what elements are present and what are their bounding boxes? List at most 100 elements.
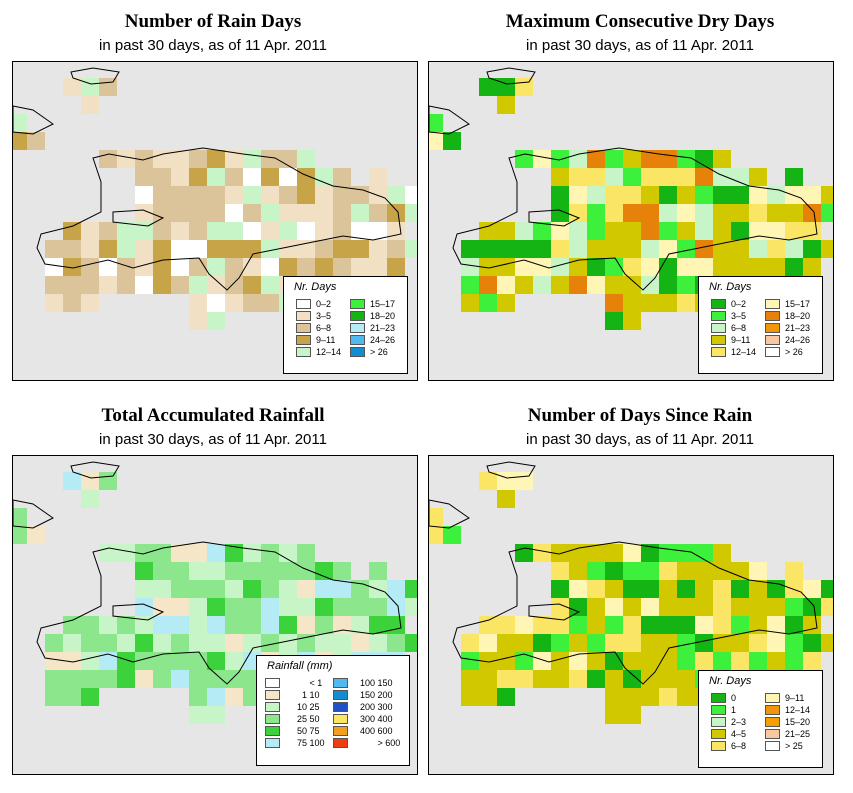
grid-cell <box>117 634 135 652</box>
grid-cell <box>333 258 351 276</box>
grid-cell <box>479 688 497 706</box>
grid-cell <box>387 580 405 598</box>
grid-cell <box>153 222 171 240</box>
grid-cell <box>551 562 569 580</box>
grid-cell <box>803 652 821 670</box>
grid-cell <box>243 276 261 294</box>
grid-cell <box>135 562 153 580</box>
legend-item: > 25 <box>765 740 803 751</box>
grid-cell <box>731 616 749 634</box>
grid-cell <box>749 616 767 634</box>
grid-cell <box>623 294 641 312</box>
grid-cell <box>117 670 135 688</box>
grid-cell <box>315 204 333 222</box>
grid-cell <box>515 652 533 670</box>
grid-cell <box>605 222 623 240</box>
grid-cell <box>623 706 641 724</box>
grid-cell <box>479 222 497 240</box>
grid-cell <box>27 526 45 544</box>
grid-cell <box>189 276 207 294</box>
grid-cell <box>207 204 225 222</box>
grid-cell <box>803 598 821 616</box>
grid-cell <box>81 276 99 294</box>
grid-cell <box>279 634 297 652</box>
grid-cell <box>677 598 695 616</box>
grid-cell <box>135 276 153 294</box>
grid-cell <box>461 652 479 670</box>
grid-cell <box>405 580 417 598</box>
grid-cell <box>605 276 623 294</box>
grid-cell <box>749 598 767 616</box>
grid-cell <box>135 670 153 688</box>
grid-cell <box>315 580 333 598</box>
grid-cell <box>225 240 243 258</box>
grid-cell <box>153 616 171 634</box>
grid-cell <box>297 168 315 186</box>
panel-title-rain-days: Number of Rain Days <box>124 11 302 32</box>
grid-cell <box>189 652 207 670</box>
grid-cell <box>171 616 189 634</box>
grid-cell <box>641 204 659 222</box>
grid-cell <box>479 652 497 670</box>
grid-cell <box>135 634 153 652</box>
grid-cell <box>207 652 225 670</box>
grid-cell <box>587 222 605 240</box>
grid-cell <box>749 580 767 598</box>
grid-cell <box>63 670 81 688</box>
grid-cell <box>713 544 731 562</box>
grid-cell <box>641 598 659 616</box>
grid-cell <box>605 186 623 204</box>
grid-cell <box>479 472 497 490</box>
grid-cell <box>443 132 461 150</box>
grid-cell <box>63 688 81 706</box>
grid-cell <box>623 240 641 258</box>
grid-cell <box>533 652 551 670</box>
grid-cell <box>189 688 207 706</box>
legend-item: 18–20 <box>350 310 395 321</box>
grid-cell <box>533 150 551 168</box>
grid-cell <box>153 652 171 670</box>
grid-cell <box>135 580 153 598</box>
grid-cell <box>117 544 135 562</box>
grid-cell <box>369 598 387 616</box>
legend-swatch <box>711 346 726 357</box>
grid-cell <box>207 598 225 616</box>
grid-cell <box>713 186 731 204</box>
grid-cell <box>261 294 279 312</box>
grid-cell <box>695 562 713 580</box>
grid-cell <box>605 652 623 670</box>
grid-cell <box>297 240 315 258</box>
grid-cell <box>261 150 279 168</box>
grid-cell <box>99 544 117 562</box>
grid-cell <box>569 616 587 634</box>
legend-swatch <box>711 310 726 321</box>
grid-cell <box>677 204 695 222</box>
grid-cell <box>225 598 243 616</box>
grid-cell <box>641 222 659 240</box>
grid-cell <box>45 276 63 294</box>
grid-cell <box>135 598 153 616</box>
grid-cell <box>153 150 171 168</box>
map-panel-total-rainfall: Rainfall (mm) < 1 1 10 10 25 25 50 50 75… <box>12 455 418 775</box>
grid-cell <box>767 616 785 634</box>
grid-cell <box>207 580 225 598</box>
grid-cell <box>369 634 387 652</box>
grid-cell <box>135 652 153 670</box>
grid-cell <box>315 562 333 580</box>
grid-cell <box>497 688 515 706</box>
legend-item: 200 300 <box>333 701 393 712</box>
legend-swatch <box>350 310 365 321</box>
grid-cell <box>821 204 833 222</box>
grid-cell <box>261 634 279 652</box>
grid-cell <box>767 240 785 258</box>
grid-cell <box>479 634 497 652</box>
grid-cell <box>605 294 623 312</box>
grid-cell <box>189 186 207 204</box>
legend-item: 18–20 <box>765 310 810 321</box>
grid-cell <box>659 276 677 294</box>
grid-cell <box>731 652 749 670</box>
grid-cell <box>333 562 351 580</box>
grid-cell <box>225 652 243 670</box>
grid-cell <box>461 294 479 312</box>
panel-subtitle-max-dry-days: in past 30 days, as of 11 Apr. 2011 <box>526 37 754 54</box>
